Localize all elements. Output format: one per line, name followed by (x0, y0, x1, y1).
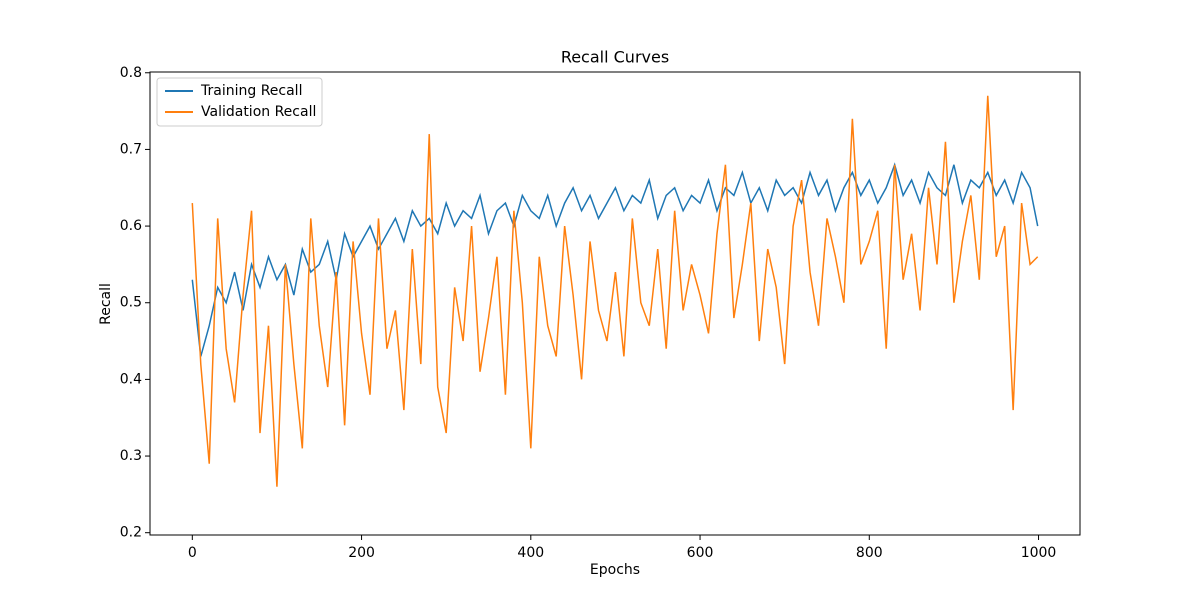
plot-frame (149, 71, 1081, 536)
y-tick-label: 0.5 (120, 295, 142, 311)
y-tick-label: 0.7 (120, 141, 142, 157)
y-tick-label: 0.2 (120, 525, 142, 541)
x-tick-label: 600 (687, 545, 714, 561)
legend-box (156, 77, 323, 127)
y-tick-label: 0.4 (120, 371, 142, 387)
chart-title: Recall Curves (561, 48, 669, 67)
y-tick-label: 0.3 (120, 448, 142, 464)
y-tick-label: 0.8 (120, 65, 142, 81)
series-line (191, 162, 1039, 357)
x-tick-label: 0 (188, 545, 197, 561)
x-tick-label: 400 (517, 545, 544, 561)
x-tick-label: 1000 (1021, 545, 1057, 561)
y-tick-label: 0.6 (120, 218, 142, 234)
x-tick-label: 800 (856, 545, 883, 561)
series-line (191, 95, 1039, 487)
y-axis-label: Recall (98, 283, 114, 325)
x-axis-label: Epochs (590, 562, 640, 578)
legend-label: Training Recall (200, 83, 302, 99)
x-tick-label: 200 (348, 545, 375, 561)
legend-label: Validation Recall (201, 104, 316, 120)
